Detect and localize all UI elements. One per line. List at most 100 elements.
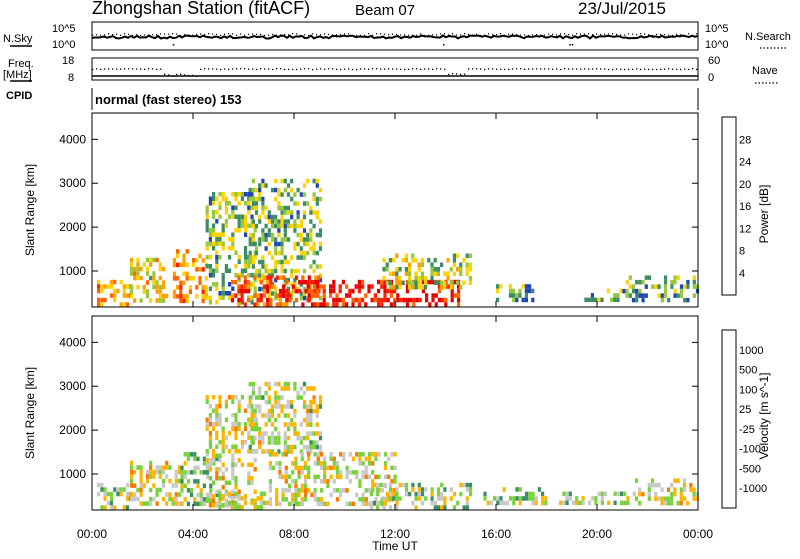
heatmap-cell: [215, 492, 219, 498]
heatmap-cell: [309, 386, 313, 391]
heatmap-cell: [348, 293, 352, 298]
heatmap-cell: [129, 460, 134, 466]
heatmap-cell: [244, 426, 248, 431]
heatmap-cell: [176, 249, 180, 254]
heatmap-cell: [149, 275, 153, 281]
heatmap-cell: [227, 491, 231, 497]
heatmap-cell: [486, 500, 490, 506]
heatmap-cell: [228, 201, 232, 206]
heatmap-cell: [537, 487, 541, 492]
nsearch-dot: [236, 34, 238, 36]
nsearch-dot: [648, 34, 650, 36]
nave-dot: [240, 68, 242, 70]
nsearch-dot: [468, 33, 470, 36]
heatmap-cell: [277, 381, 281, 387]
heatmap-cell: [161, 496, 166, 502]
heatmap-cell: [383, 461, 388, 466]
nave-dot: [608, 68, 610, 71]
heatmap-cell: [515, 297, 519, 303]
heatmap-cell: [274, 286, 278, 292]
heatmap-cell: [373, 293, 377, 298]
nsearch-dot: [604, 33, 606, 35]
heatmap-cell: [312, 210, 316, 215]
heatmap-cell: [294, 461, 298, 466]
heatmap-cell: [224, 498, 228, 503]
heatmap-cell: [415, 297, 419, 303]
heatmap-cell: [393, 488, 397, 493]
nave-dot: [552, 68, 554, 71]
nsearch-dot: [576, 33, 578, 35]
nave-dot: [616, 68, 618, 70]
nave-dot: [504, 68, 506, 71]
heatmap-cell: [264, 237, 268, 242]
heatmap-cell: [663, 275, 668, 280]
heatmap-cell: [309, 431, 313, 436]
heatmap-cell: [515, 487, 519, 492]
heatmap-cell: [446, 271, 450, 276]
heatmap-cell: [240, 284, 244, 289]
nave-dot: [248, 68, 250, 70]
heatmap-cell: [240, 214, 244, 219]
heatmap-cell: [417, 487, 421, 492]
heatmap-cell: [155, 487, 159, 493]
nsearch-tick-bottom: 10^0: [705, 39, 729, 51]
heatmap-cell: [243, 275, 247, 280]
nsearch-dot: [344, 33, 346, 35]
heatmap-cell: [129, 478, 134, 484]
heatmap-cell: [106, 284, 110, 289]
heatmap-cell: [258, 187, 262, 193]
heatmap-cell: [414, 280, 418, 285]
heatmap-cell: [212, 246, 216, 251]
heatmap-cell: [240, 462, 244, 467]
heatmap-cell: [361, 497, 365, 502]
heatmap-cell: [231, 453, 235, 458]
heatmap-cell: [179, 262, 183, 268]
heatmap-cell: [186, 479, 190, 484]
heatmap-cell: [369, 505, 373, 510]
heatmap-cell: [208, 286, 212, 291]
heatmap-cell: [277, 228, 281, 233]
heatmap-cell: [385, 491, 389, 497]
nsearch-dot: [124, 33, 126, 35]
heatmap-cell: [408, 285, 412, 290]
heatmap-cell: [676, 500, 680, 506]
heatmap-cell: [142, 284, 146, 290]
heatmap-cell: [281, 452, 285, 457]
heatmap-cell: [293, 192, 297, 197]
nave-dot: [540, 68, 542, 70]
heatmap-cell: [251, 264, 255, 269]
heatmap-cell: [382, 267, 386, 272]
heatmap-cell: [424, 285, 428, 290]
heatmap-cell: [302, 417, 307, 423]
heatmap-cell: [215, 255, 219, 260]
nsearch-dot: [340, 33, 342, 36]
heatmap-cell: [221, 196, 225, 201]
heatmap-cell: [512, 496, 516, 501]
heatmap-cell: [228, 255, 232, 260]
heatmap-cell: [277, 413, 281, 418]
heatmap-cell: [158, 487, 162, 493]
heatmap-cell: [402, 297, 406, 303]
heatmap-cell: [247, 223, 251, 228]
heatmap-cell: [266, 302, 270, 307]
heatmap-cell: [417, 276, 421, 281]
heatmap-cell: [398, 482, 402, 488]
heatmap-cell: [280, 237, 284, 242]
heatmap-cell: [329, 474, 333, 480]
nsearch-dot: [120, 34, 122, 36]
heatmap-cell: [581, 496, 585, 501]
nave-dot: [356, 68, 358, 71]
heatmap-cell: [250, 417, 254, 422]
heatmap-cell: [215, 476, 219, 481]
heatmap-cell: [440, 262, 444, 267]
nsearch-dot: [228, 33, 230, 35]
heatmap-cell: [205, 210, 209, 215]
nsearch-dot: [528, 34, 530, 37]
nsearch-dot: [224, 33, 226, 35]
heatmap-cell: [215, 456, 219, 462]
heatmap-cell: [318, 241, 323, 247]
heatmap-cell: [421, 279, 425, 285]
heatmap-cell: [176, 276, 180, 281]
heatmap-cell: [616, 293, 620, 298]
nsearch-dot: [556, 34, 558, 36]
